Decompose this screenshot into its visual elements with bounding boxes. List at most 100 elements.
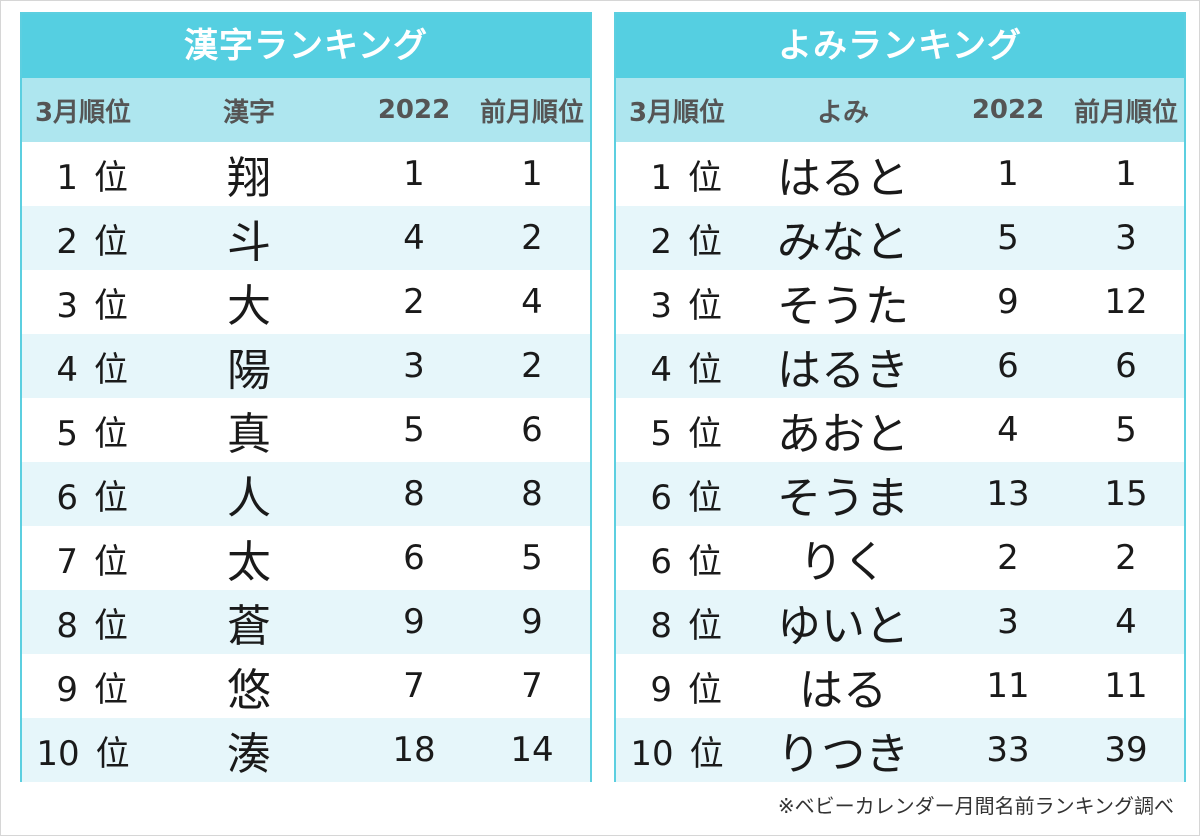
column-header-yomi: よみ bbox=[816, 97, 869, 128]
rank-number: 5 bbox=[56, 413, 78, 454]
rank-2022-cell: 11 bbox=[986, 666, 1030, 706]
rank-number: 5 bbox=[650, 413, 672, 454]
rank-2022-cell: 9 bbox=[403, 602, 425, 642]
rank-2022-cell: 1 bbox=[997, 154, 1019, 194]
rank-number: 2 bbox=[650, 221, 672, 262]
rank-number: 10 bbox=[630, 733, 674, 774]
previous-month-rank-cell: 2 bbox=[521, 346, 543, 386]
rank-2022-cell: 3 bbox=[997, 602, 1019, 642]
rank-suffix: 位 bbox=[94, 669, 128, 710]
previous-month-rank-cell: 11 bbox=[1104, 666, 1148, 706]
table-row: 1 位はると 1 1 bbox=[616, 142, 1184, 206]
rank-suffix: 位 bbox=[688, 221, 722, 262]
previous-month-rank-cell: 5 bbox=[521, 538, 543, 578]
rank-number: 7 bbox=[56, 541, 78, 582]
name-cell: そうま bbox=[777, 473, 909, 524]
previous-month-rank-cell: 4 bbox=[521, 282, 543, 322]
table-body: 1 位はると 1 1 2 位みなと 5 3 3 位そうた 9 12 4 位はるき 6 6 5 位あおと 4 5 6 位そう… bbox=[616, 142, 1184, 782]
name-cell: 翔 bbox=[227, 153, 271, 204]
name-cell: そうた bbox=[777, 281, 909, 332]
rank-suffix: 位 bbox=[688, 669, 722, 710]
rank-number: 9 bbox=[56, 669, 78, 710]
previous-month-rank-cell: 1 bbox=[1115, 154, 1137, 194]
table-row: 10 位 湊 18 14 bbox=[22, 718, 590, 782]
column-header-previous-month: 前月順位 bbox=[1073, 97, 1178, 128]
name-cell: 陽 bbox=[227, 345, 271, 396]
table-row: 6 位 りく 2 2 bbox=[616, 526, 1184, 590]
name-cell: あおと bbox=[777, 409, 909, 460]
table-header: 3月順位 漢字 2022 前月順位 bbox=[22, 78, 590, 142]
table-row: 9 位 はる 11 11 bbox=[616, 654, 1184, 718]
rank-suffix: 位 bbox=[688, 349, 722, 390]
rank-2022-cell: 5 bbox=[403, 410, 425, 450]
previous-month-rank-cell: 39 bbox=[1104, 730, 1148, 770]
previous-month-rank-cell: 5 bbox=[1115, 410, 1137, 450]
previous-month-rank-cell: 6 bbox=[1115, 346, 1137, 386]
column-header-kanji: 漢字 bbox=[222, 97, 275, 128]
name-cell: 人 bbox=[227, 473, 271, 524]
table-row: 5 位あおと 4 5 bbox=[616, 398, 1184, 462]
rank-number: 9 bbox=[650, 669, 672, 710]
rank-number: 2 bbox=[56, 221, 78, 262]
table-row: 3 位そうた 9 12 bbox=[616, 270, 1184, 334]
rank-suffix: 位 bbox=[94, 349, 128, 390]
rank-2022-cell: 4 bbox=[997, 410, 1019, 450]
rank-suffix: 位 bbox=[94, 605, 128, 646]
rank-suffix: 位 bbox=[94, 541, 128, 582]
name-cell: りく bbox=[799, 537, 887, 588]
rank-number: 6 bbox=[56, 477, 78, 518]
previous-month-rank-cell: 9 bbox=[521, 602, 543, 642]
rank-2022-cell: 18 bbox=[392, 730, 436, 770]
rank-number: 8 bbox=[56, 605, 78, 646]
rank-suffix: 位 bbox=[94, 285, 128, 326]
source-note: ※ベビーカレンダー月間名前ランキング調べ bbox=[777, 794, 1174, 818]
rank-2022-cell: 3 bbox=[403, 346, 425, 386]
rank-2022-cell: 6 bbox=[997, 346, 1019, 386]
name-cell: 太 bbox=[227, 537, 271, 588]
name-cell: はると bbox=[777, 153, 909, 204]
rank-suffix: 位 bbox=[95, 733, 130, 774]
name-cell: りつき bbox=[776, 729, 910, 780]
rank-2022-cell: 9 bbox=[997, 282, 1019, 322]
rank-number: 10 bbox=[36, 733, 80, 774]
previous-month-rank-cell: 15 bbox=[1104, 474, 1148, 514]
previous-month-rank-cell: 12 bbox=[1104, 282, 1148, 322]
rank-suffix: 位 bbox=[688, 605, 722, 646]
rank-2022-cell: 7 bbox=[403, 666, 425, 706]
table-row: 4 位はるき 6 6 bbox=[616, 334, 1184, 398]
rank-number: 6 bbox=[650, 541, 672, 582]
table-row: 8 位ゆいと 3 4 bbox=[616, 590, 1184, 654]
rank-2022-cell: 2 bbox=[997, 538, 1019, 578]
name-cell: みなと bbox=[777, 217, 909, 268]
rank-2022-cell: 33 bbox=[986, 730, 1030, 770]
previous-month-rank-cell: 14 bbox=[510, 730, 554, 770]
rank-suffix: 位 bbox=[688, 157, 722, 198]
name-cell: 蒼 bbox=[227, 601, 271, 652]
column-header-rank: 3月順位 bbox=[34, 97, 132, 128]
column-header-previous-month: 前月順位 bbox=[479, 97, 584, 128]
rank-number: 3 bbox=[650, 285, 672, 326]
table-title: よみランキング bbox=[616, 14, 1184, 78]
rank-cell: 10 位 bbox=[22, 726, 144, 775]
previous-month-rank-cell: 1 bbox=[521, 154, 543, 194]
rank-2022-cell: 2 bbox=[403, 282, 425, 322]
name-cell: ゆいと bbox=[777, 601, 909, 652]
rank-suffix: 位 bbox=[688, 477, 722, 518]
name-cell: はる bbox=[799, 665, 887, 716]
